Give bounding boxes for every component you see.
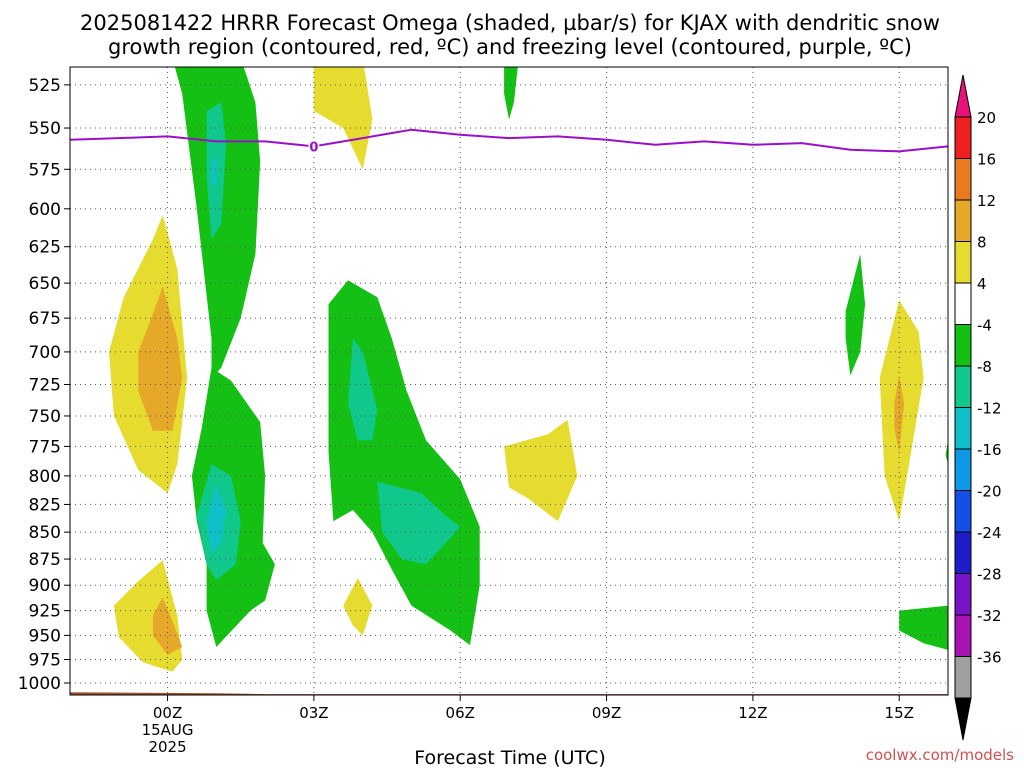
y-tick-label: 900: [29, 576, 61, 596]
y-tick-label: 950: [29, 626, 61, 646]
colorbar-label: -24: [977, 524, 1002, 542]
colorbar-swatch: [954, 324, 972, 367]
omega-region-3: [152, 597, 183, 655]
terrain-surface: [70, 692, 948, 695]
omega-region-9: [206, 485, 227, 554]
omega-region-11: [348, 338, 378, 441]
x-tick-label: 12Z: [738, 704, 767, 722]
colorbar-swatch: [954, 199, 972, 242]
y-tick-label: 800: [29, 467, 61, 487]
y-tick-label: 650: [29, 274, 61, 294]
x-tick-year: 2025: [148, 738, 186, 756]
colorbar-swatch: [954, 365, 972, 408]
omega-region-15: [343, 578, 373, 636]
y-tick-label: 600: [29, 200, 61, 220]
omega-region-19: [894, 375, 905, 453]
y-tick-label: 850: [29, 523, 61, 543]
omega-region-14: [313, 67, 373, 170]
y-tick-label: 825: [29, 495, 61, 515]
colorbar-swatch: [954, 116, 972, 159]
colorbar-label: -20: [977, 483, 1002, 501]
omega-region-16: [504, 419, 578, 522]
chart-title-line-2: growth region (contoured, red, ºC) and f…: [108, 35, 912, 59]
colorbar-label: -4: [977, 317, 992, 335]
colorbar-label: -8: [977, 358, 992, 376]
omega-region-21: [899, 605, 948, 650]
colorbar-label: 12: [977, 192, 996, 210]
colorbar-bottom-arrow: [954, 697, 972, 741]
y-tick-label: 725: [29, 375, 61, 395]
freezing-level-contour: 0: [70, 128, 948, 157]
omega-region-5: [206, 102, 227, 240]
y-tick-label: 775: [29, 437, 61, 457]
colorbar-swatch: [954, 407, 972, 450]
y-tick-label: 975: [29, 651, 61, 671]
colorbar-top-arrow: [954, 74, 972, 118]
omega-region-1: [138, 286, 183, 431]
x-tick-label: 09Z: [592, 704, 621, 722]
x-axis-label: Forecast Time (UTC): [414, 747, 605, 768]
omega-region-17: [845, 254, 866, 376]
colorbar-label: -12: [977, 400, 1002, 418]
colorbar: 20 16 12 8 4 -4 -8 -12 -16 -20 -24 -28 -32 -36: [954, 74, 1002, 741]
y-tick-label: 675: [29, 309, 61, 329]
omega-region-12: [377, 481, 461, 565]
colorbar-label: -36: [977, 649, 1002, 667]
colorbar-label: 8: [977, 234, 987, 252]
x-tick-date: 15AUG: [142, 721, 194, 739]
y-tick-label: 575: [29, 160, 61, 180]
colorbar-label: 20: [977, 109, 996, 127]
omega-region-2: [113, 560, 183, 672]
x-tick-label: 03Z: [299, 704, 328, 722]
colorbar-swatch: [954, 656, 972, 699]
y-axis-ticks: 525 550 575 600 625 650 675 700 725 750 775 800 825 8…: [18, 76, 70, 694]
y-tick-label: 925: [29, 602, 61, 622]
freezing-level-line: [70, 128, 948, 153]
chart-title-line-1: 2025081422 HRRR Forecast Omega (shaded, …: [80, 11, 940, 35]
y-tick-label: 550: [29, 119, 61, 139]
credit-text[interactable]: coolwx.com/models: [866, 746, 1014, 764]
y-tick-label: 700: [29, 343, 61, 363]
y-tick-label: 525: [29, 76, 61, 96]
y-tick-label: 1000: [18, 674, 61, 694]
colorbar-swatch: [954, 448, 972, 491]
freezing-level-label: 0: [309, 140, 318, 155]
x-tick-label: 00Z: [153, 704, 182, 722]
omega-shaded-regions: [109, 67, 948, 672]
colorbar-swatch: [954, 614, 972, 657]
colorbar-label: -28: [977, 566, 1002, 584]
omega-region-13: [504, 67, 518, 120]
omega-region-20: [945, 440, 948, 465]
plot-frame: [69, 66, 949, 696]
colorbar-swatch: [954, 531, 972, 574]
colorbar-swatch: [954, 158, 972, 201]
omega-region-6: [211, 157, 217, 186]
colorbar-swatch: [954, 490, 972, 533]
y-tick-label: 750: [29, 407, 61, 427]
terrain-fill: [70, 692, 948, 695]
colorbar-label: -32: [977, 607, 1002, 625]
x-tick-label: 15Z: [885, 704, 914, 722]
y-tick-label: 875: [29, 550, 61, 570]
colorbar-swatch: [954, 282, 972, 325]
omega-region-10: [328, 280, 480, 646]
x-tick-label: 06Z: [446, 704, 475, 722]
colorbar-label: -16: [977, 441, 1002, 459]
colorbar-swatch: [954, 573, 972, 616]
colorbar-swatch: [954, 241, 972, 284]
colorbar-label: 4: [977, 275, 987, 293]
colorbar-label: 16: [977, 151, 996, 169]
y-tick-label: 625: [29, 238, 61, 258]
